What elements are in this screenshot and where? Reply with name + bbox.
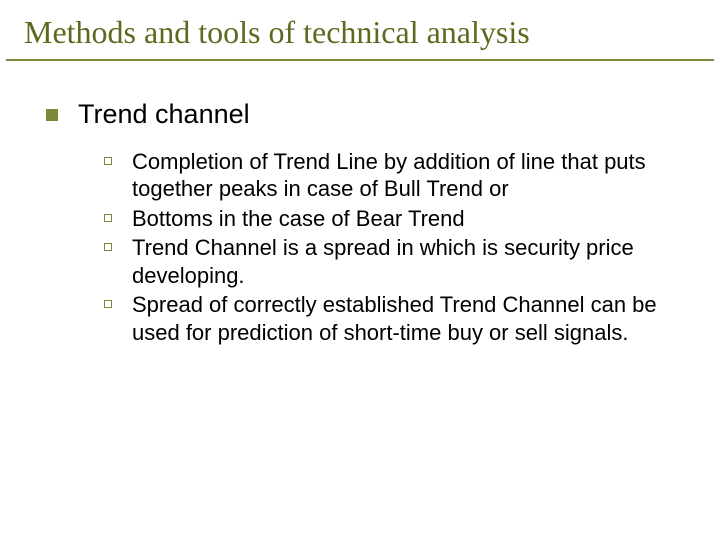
level2-item: Bottoms in the case of Bear Trend bbox=[104, 205, 680, 233]
level2-text: Completion of Trend Line by addition of … bbox=[132, 148, 680, 203]
level2-item: Spread of correctly established Trend Ch… bbox=[104, 291, 680, 346]
hollow-square-bullet-icon bbox=[104, 214, 112, 222]
level2-list: Completion of Trend Line by addition of … bbox=[46, 146, 680, 347]
hollow-square-bullet-icon bbox=[104, 300, 112, 308]
hollow-square-bullet-icon bbox=[104, 157, 112, 165]
level2-text: Trend Channel is a spread in which is se… bbox=[132, 234, 680, 289]
level1-text: Trend channel bbox=[78, 99, 250, 130]
level2-item: Trend Channel is a spread in which is se… bbox=[104, 234, 680, 289]
square-bullet-icon bbox=[46, 109, 58, 121]
slide-container: Methods and tools of technical analysis … bbox=[0, 0, 720, 540]
level1-item: Trend channel bbox=[46, 99, 680, 130]
slide-title: Methods and tools of technical analysis bbox=[24, 14, 696, 51]
level2-text: Bottoms in the case of Bear Trend bbox=[132, 205, 465, 233]
level2-text: Spread of correctly established Trend Ch… bbox=[132, 291, 680, 346]
hollow-square-bullet-icon bbox=[104, 243, 112, 251]
content-region: Trend channel Completion of Trend Line b… bbox=[0, 61, 720, 347]
level2-item: Completion of Trend Line by addition of … bbox=[104, 148, 680, 203]
title-region: Methods and tools of technical analysis bbox=[6, 0, 714, 61]
